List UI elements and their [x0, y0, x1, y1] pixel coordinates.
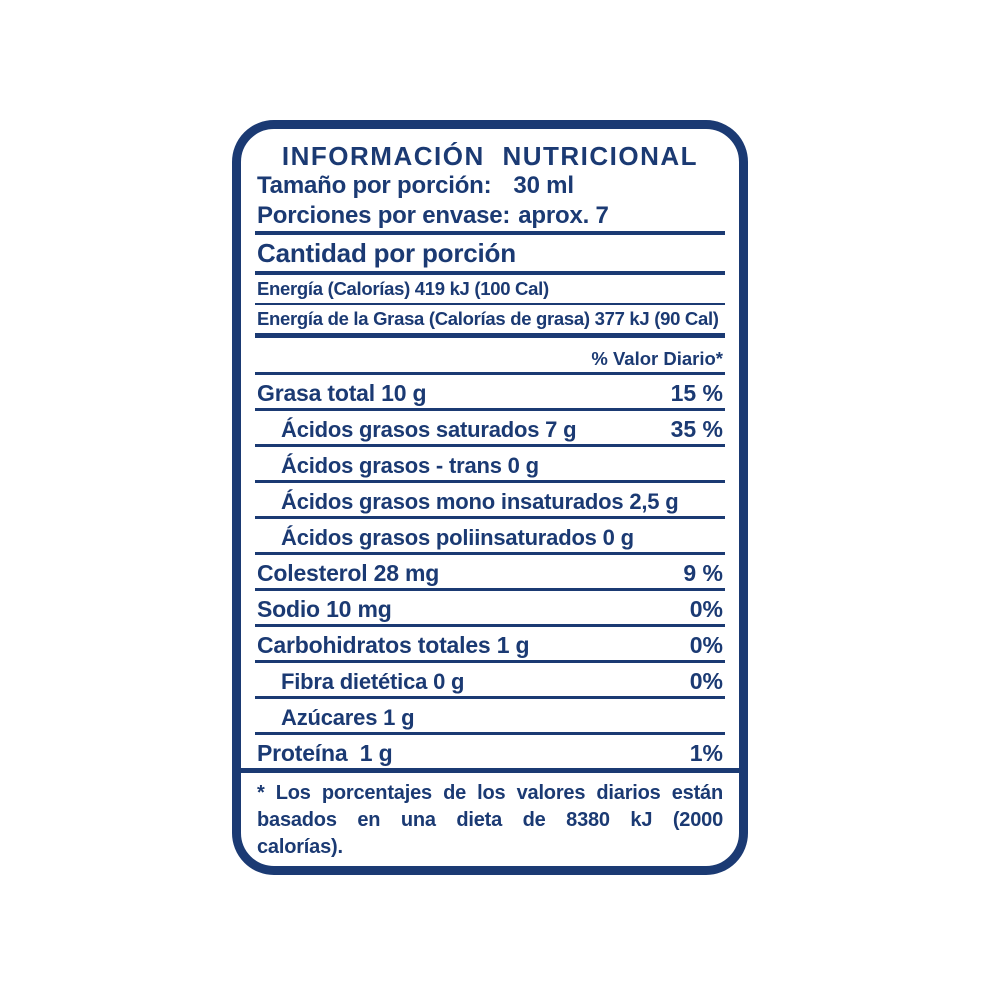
nutrient-daily-value: 1%	[689, 740, 723, 766]
nutrient-name: Carbohidratos totales 1 g	[257, 632, 530, 658]
nutrient-row-sodium: Sodio 10 mg 0%	[255, 591, 725, 627]
nutrient-name: Sodio 10 mg	[257, 596, 392, 622]
divider	[255, 303, 725, 305]
nutrient-name: Proteína 1 g	[257, 740, 393, 766]
nutrient-row-cholesterol: Colesterol 28 mg 9 %	[255, 555, 725, 591]
nutrient-name: Fibra dietética 0 g	[281, 669, 465, 694]
label-title: INFORMACIÓN NUTRICIONAL	[281, 141, 699, 171]
nutrient-row-dietary-fiber: Fibra dietética 0 g 0%	[255, 663, 725, 699]
nutrient-row-protein: Proteína 1 g 1%	[255, 735, 725, 768]
nutrient-row-trans-fat: Ácidos grasos - trans 0 g	[255, 447, 725, 483]
nutrient-row-total-fat: Grasa total 10 g 15 %	[255, 375, 725, 411]
nutrient-name: Colesterol 28 mg	[257, 560, 440, 586]
serving-size-line: Tamaño por porción: 30 ml	[257, 171, 723, 201]
daily-value-header: % Valor Diario*	[591, 348, 723, 369]
nutrient-daily-value: 15 %	[670, 380, 723, 406]
footnote-divider	[241, 768, 739, 773]
divider	[255, 372, 725, 375]
nutrient-name: Ácidos grasos - trans 0 g	[281, 453, 539, 478]
nutrient-daily-value: 0%	[689, 596, 723, 622]
servings-per-container-value: aprox. 7	[518, 202, 609, 229]
nutrient-row-saturated-fat: Ácidos grasos saturados 7 g 35 %	[255, 411, 725, 447]
nutrient-row-monounsaturated-fat: Ácidos grasos mono insaturados 2,5 g	[255, 483, 725, 519]
nutrient-daily-value: 9 %	[683, 560, 723, 586]
nutrient-name: Grasa total 10 g	[257, 380, 427, 406]
nutrient-row-total-carbohydrate: Carbohidratos totales 1 g 0%	[255, 627, 725, 663]
divider	[255, 333, 725, 338]
servings-per-container-label: Porciones por envase:	[257, 202, 511, 229]
serving-size-label: Tamaño por porción:	[257, 172, 492, 199]
energy-calories-line: Energía (Calorías) 419 kJ (100 Cal)	[257, 278, 549, 299]
nutrient-row-sugars: Azúcares 1 g	[255, 699, 725, 735]
servings-per-container-line: Porciones por envase: aprox. 7	[257, 201, 723, 231]
energy-fat-calories-line: Energía de la Grasa (Calorías de grasa) …	[257, 308, 719, 329]
nutrient-name: Ácidos grasos poliinsaturados 0 g	[281, 525, 634, 550]
divider	[255, 271, 725, 275]
nutrient-name: Ácidos grasos saturados 7 g	[281, 417, 577, 442]
nutrient-daily-value: 35 %	[670, 416, 723, 442]
amount-per-serving-header: Cantidad por porción	[257, 238, 516, 268]
divider	[255, 231, 725, 235]
nutrient-daily-value: 0%	[689, 632, 723, 658]
nutrient-row-polyunsaturated-fat: Ácidos grasos poliinsaturados 0 g	[255, 519, 725, 555]
serving-size-value: 30 ml	[513, 172, 574, 199]
daily-value-footnote: * Los porcentajes de los valores diarios…	[257, 782, 723, 858]
nutrient-daily-value: 0%	[689, 668, 723, 694]
nutrient-name: Ácidos grasos mono insaturados 2,5 g	[281, 489, 679, 514]
nutrition-facts-label: INFORMACIÓN NUTRICIONAL Tamaño por porci…	[232, 120, 748, 875]
nutrient-name: Azúcares 1 g	[281, 705, 415, 730]
